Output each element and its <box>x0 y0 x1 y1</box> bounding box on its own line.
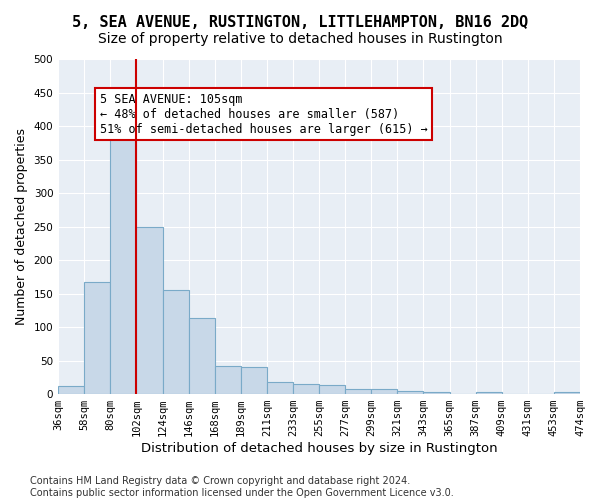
Bar <box>188 318 215 394</box>
Bar <box>371 390 397 394</box>
Text: Size of property relative to detached houses in Rustington: Size of property relative to detached ho… <box>98 32 502 46</box>
Text: 5 SEA AVENUE: 105sqm
← 48% of detached houses are smaller (587)
51% of semi-deta: 5 SEA AVENUE: 105sqm ← 48% of detached h… <box>100 92 428 136</box>
Bar <box>215 366 241 394</box>
Bar <box>136 226 163 394</box>
Text: 5, SEA AVENUE, RUSTINGTON, LITTLEHAMPTON, BN16 2DQ: 5, SEA AVENUE, RUSTINGTON, LITTLEHAMPTON… <box>72 15 528 30</box>
Bar <box>424 392 449 394</box>
Y-axis label: Number of detached properties: Number of detached properties <box>15 128 28 325</box>
Text: Contains HM Land Registry data © Crown copyright and database right 2024.
Contai: Contains HM Land Registry data © Crown c… <box>30 476 454 498</box>
Bar <box>58 386 84 394</box>
Bar <box>319 386 345 394</box>
Bar <box>554 392 580 394</box>
Bar <box>241 368 267 394</box>
Bar <box>84 282 110 394</box>
Bar <box>267 382 293 394</box>
Bar <box>345 388 371 394</box>
X-axis label: Distribution of detached houses by size in Rustington: Distribution of detached houses by size … <box>141 442 497 455</box>
Bar <box>110 132 136 394</box>
Bar <box>293 384 319 394</box>
Bar <box>476 392 502 394</box>
Bar <box>163 290 188 394</box>
Bar <box>397 390 424 394</box>
